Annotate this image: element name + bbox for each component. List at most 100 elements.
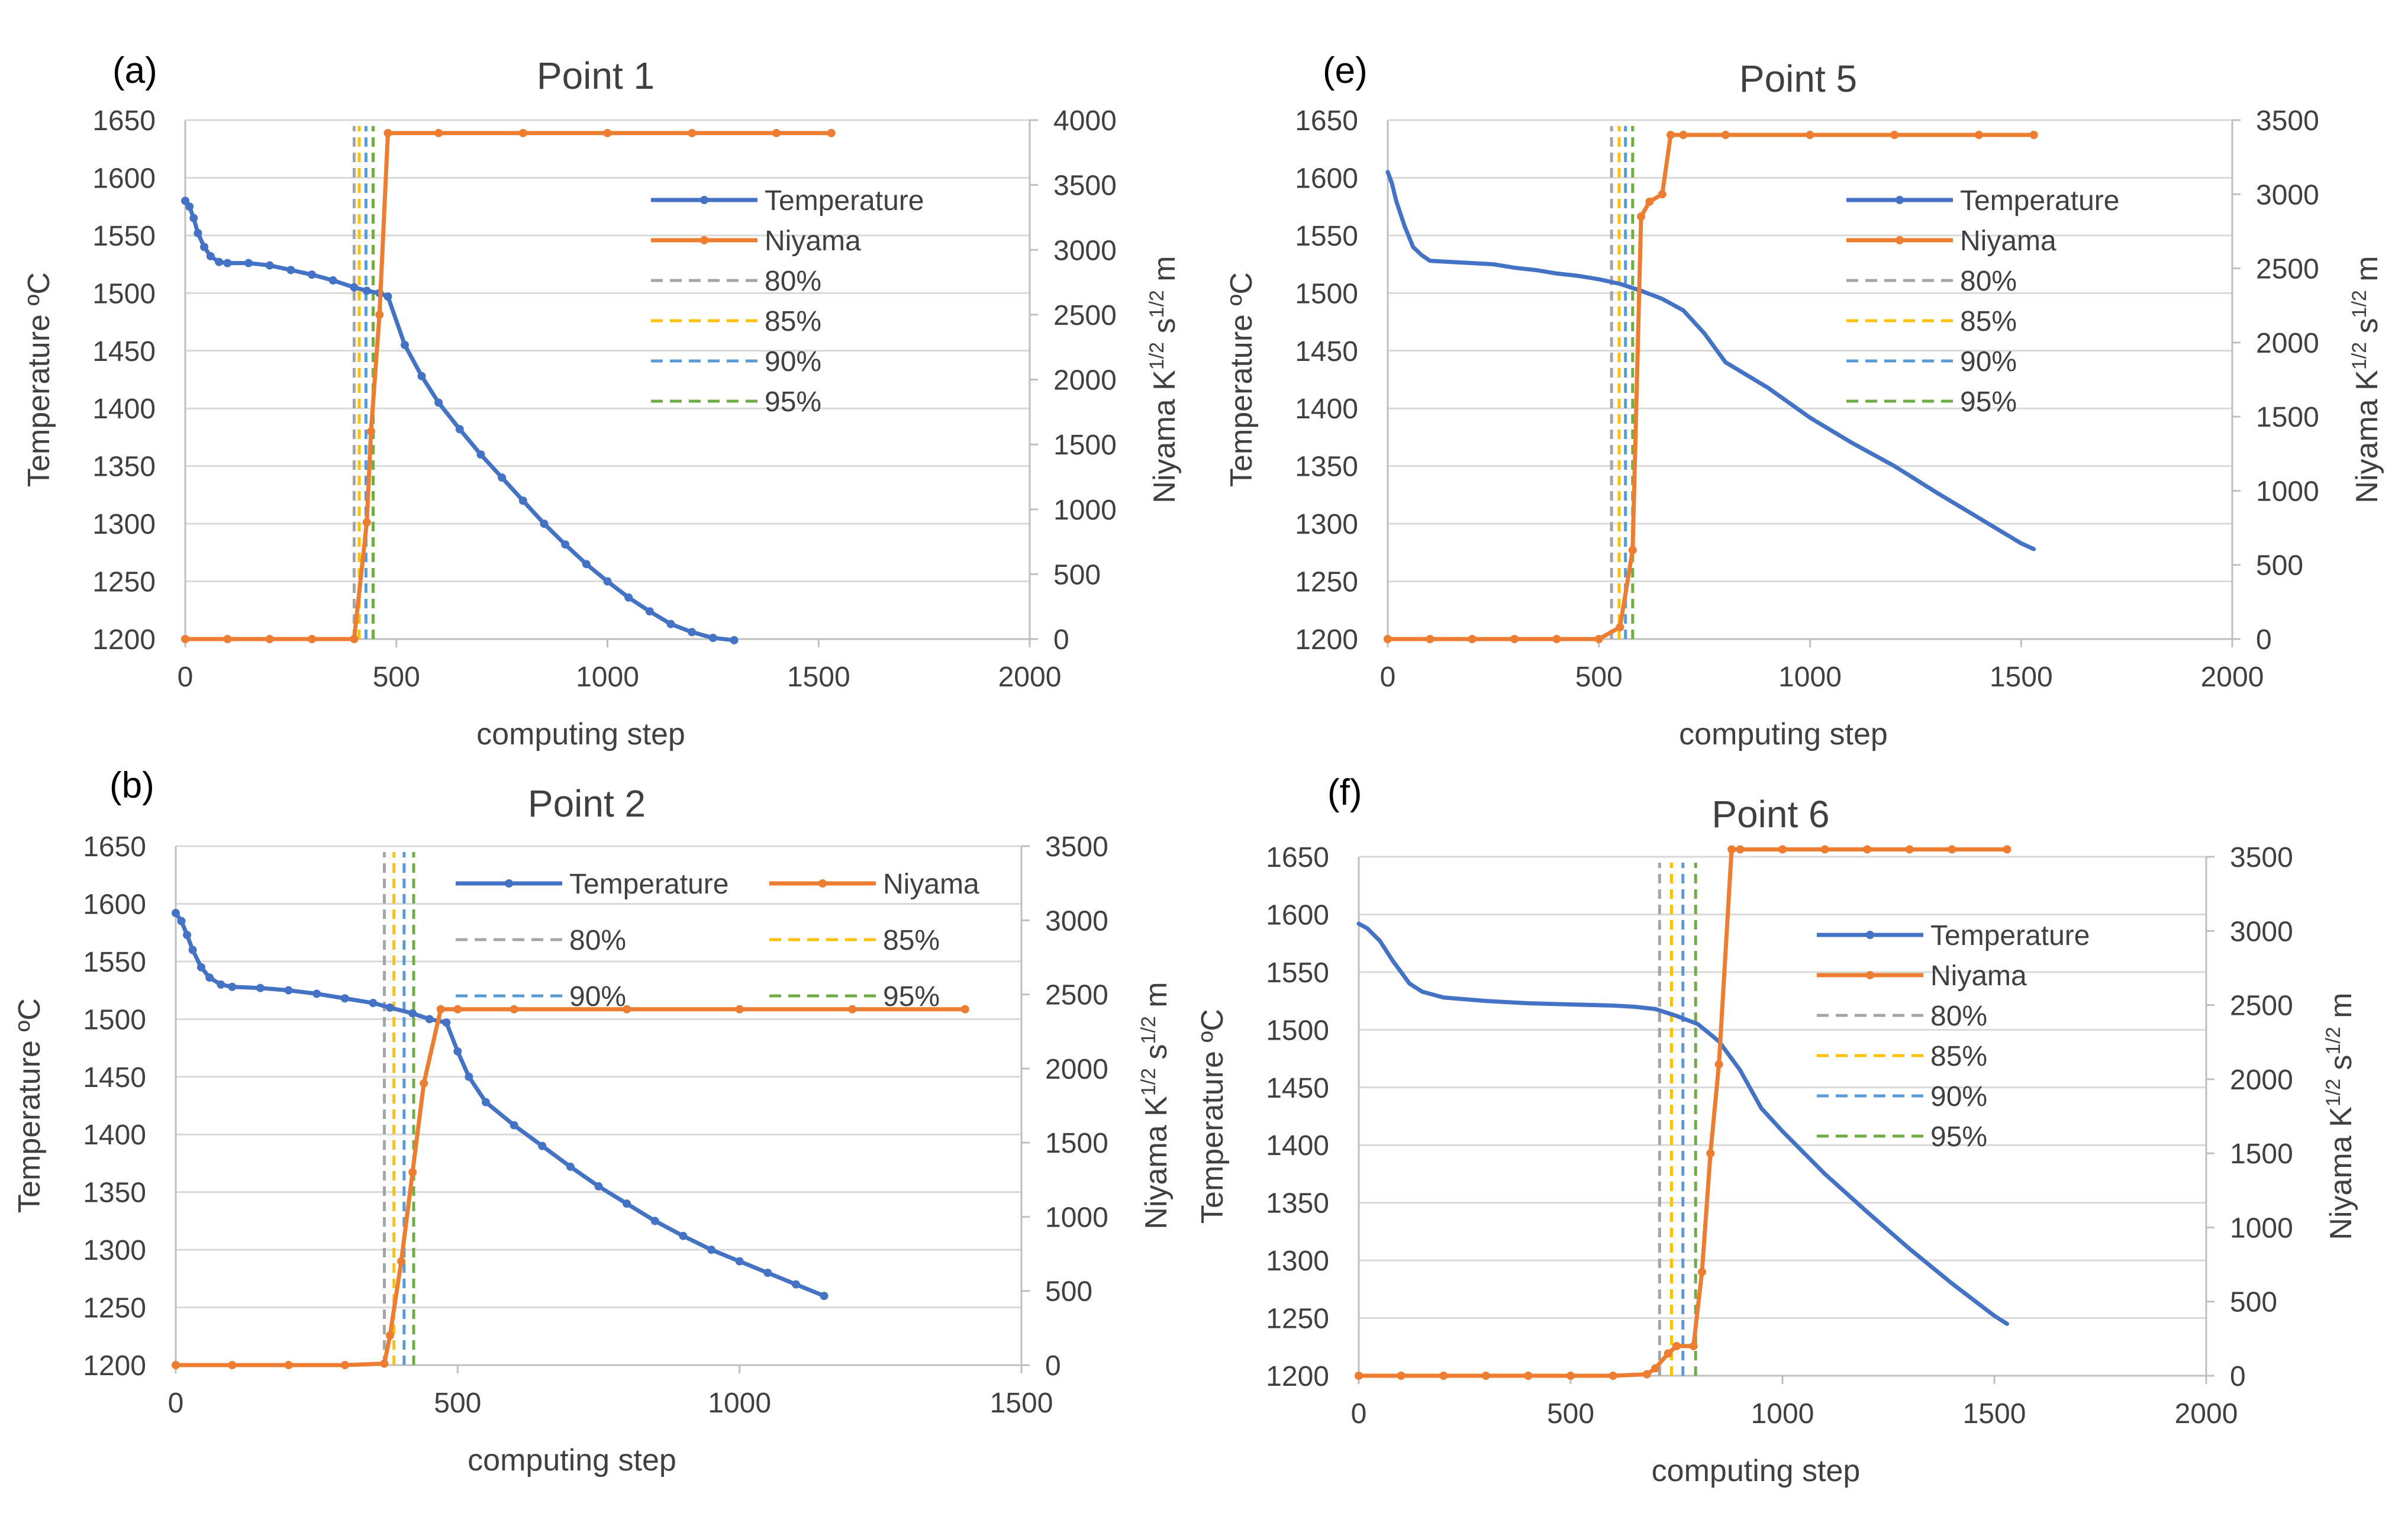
y2-title-superscript: 1/2 [2322, 1027, 2345, 1054]
x-tick-label: 2000 [998, 662, 1062, 693]
y2-title-part: s [2324, 1054, 2358, 1078]
legend-label: 90% [765, 346, 821, 378]
temperature-series-line [1385, 170, 2036, 551]
legend-label: 90% [1960, 346, 2017, 378]
x-axis-title: computing step [476, 717, 685, 751]
x-tick-label: 500 [434, 1388, 481, 1419]
legend-label: 80% [765, 266, 821, 297]
niyama-data-point [510, 1005, 518, 1014]
niyama-data-point [1706, 1149, 1715, 1158]
legend-label: 85% [765, 306, 821, 337]
legend-label: 90% [569, 981, 626, 1012]
y2-tick-label: 2000 [1045, 1054, 1108, 1085]
niyama-data-point [1481, 1372, 1490, 1380]
legend-label: 85% [1960, 306, 2017, 337]
y2-title-part: m [2324, 992, 2358, 1027]
y2-title-superscript: 1/2 [1137, 1068, 1160, 1096]
y2-title-superscript: 1/2 [1146, 290, 1168, 318]
y-tick-label: 1350 [1295, 451, 1358, 483]
temperature-data-point [228, 982, 237, 991]
niyama-data-point [1778, 845, 1787, 854]
niyama-data-point [1820, 845, 1829, 854]
niyama-data-point [1468, 635, 1477, 643]
temperature-data-point [350, 283, 359, 292]
temperature-data-point [434, 398, 443, 407]
x-axis-title: computing step [1679, 717, 1888, 751]
chart-panel-2: 0 500 1000 1500 2000 1200 1250 1300 1350 1400 1450… [1224, 50, 2384, 751]
y-tick-label: 1300 [1266, 1246, 1329, 1277]
temperature-data-point [185, 202, 194, 211]
y-tick-label: 1200 [1266, 1361, 1329, 1392]
y2-title-part: m [1147, 256, 1182, 290]
temperature-data-point [215, 257, 224, 266]
legend: Temperature Niyama 80% 85% 90% 95% [1817, 920, 2090, 1153]
temperature-data-point [425, 1015, 434, 1024]
niyama-data-point [1645, 197, 1654, 206]
x-axis-title: computing step [1652, 1454, 1861, 1488]
y-tick-label: 1550 [1266, 957, 1329, 989]
temperature-data-point [194, 228, 202, 237]
niyama-data-point [436, 1005, 445, 1014]
temperature-data-point [688, 628, 697, 637]
legend-label: 85% [883, 925, 940, 956]
niyama-data-point [1594, 635, 1603, 643]
y-axis-title: Temperature ºC [1195, 1009, 1230, 1224]
chart-panel-1: 0 500 1000 1500 2000 1200 1250 1300 1350 1400 1450… [22, 50, 1182, 751]
x-tick-label: 0 [1380, 662, 1396, 693]
y2-title-part: Niyama K [1147, 370, 1182, 504]
temperature-data-point [217, 980, 225, 989]
y-tick-label: 1300 [1295, 509, 1358, 540]
temperature-series-line [173, 911, 827, 1298]
temperature-data-point [189, 214, 198, 222]
niyama-data-point [172, 1361, 180, 1369]
niyama-data-point [1397, 1372, 1406, 1380]
niyama-data-point [362, 518, 371, 527]
y-tick-label: 1200 [83, 1350, 146, 1382]
legend: Temperature Niyama 80% 85% 90% 95% [456, 869, 979, 1012]
y-tick-label: 1650 [1295, 105, 1358, 137]
legend-label: 95% [1960, 386, 2017, 418]
legend-label: Temperature [569, 869, 728, 900]
y-tick-label: 1650 [83, 831, 146, 863]
temperature-data-point [383, 292, 392, 301]
niyama-data-point [1552, 635, 1561, 643]
y2-tick-label: 2500 [2230, 991, 2293, 1022]
temperature-data-point [340, 994, 349, 1003]
niyama-data-point [1637, 212, 1646, 221]
y-tick-label: 1600 [92, 163, 156, 194]
temperature-data-point [223, 259, 232, 267]
niyama-data-point [408, 1168, 417, 1177]
temperature-data-point [369, 999, 378, 1008]
temperature-series-line [1356, 921, 2009, 1326]
y2-tick-label: 500 [2230, 1287, 2277, 1318]
legend-marker [1866, 971, 1874, 979]
x-tick-label: 1000 [1778, 662, 1842, 693]
temperature-data-point [308, 270, 317, 279]
x-tick-label: 1500 [990, 1388, 1053, 1419]
y-tick-label: 1350 [83, 1178, 146, 1209]
chart-title: Point 6 [1711, 793, 1829, 836]
niyama-data-point [2003, 845, 2011, 854]
temperature-data-point [510, 1121, 518, 1130]
y-tick-label: 1500 [83, 1004, 146, 1036]
niyama-data-point [1689, 1341, 1698, 1350]
legend-label: 95% [883, 981, 940, 1012]
legend-label: Temperature [1930, 920, 2090, 951]
y-tick-label: 1250 [1295, 567, 1358, 598]
y2-tick-label: 0 [2256, 624, 2272, 656]
legend-marker [1866, 931, 1874, 939]
niyama-data-point [1727, 845, 1736, 854]
niyama-data-point [397, 1257, 406, 1266]
temperature-data-point [679, 1231, 688, 1240]
niyama-data-point [1890, 131, 1899, 140]
niyama-data-point [1628, 546, 1637, 554]
temperature-data-point [465, 1072, 473, 1081]
y-tick-label: 1550 [83, 947, 146, 978]
x-tick-label: 1000 [1751, 1398, 1814, 1430]
niyama-data-point [340, 1361, 349, 1369]
temperature-data-point [328, 276, 337, 285]
legend-label: Niyama [883, 869, 979, 900]
temperature-series-line [183, 198, 737, 643]
temperature-data-point [623, 1199, 631, 1208]
y-tick-label: 1500 [92, 278, 156, 309]
